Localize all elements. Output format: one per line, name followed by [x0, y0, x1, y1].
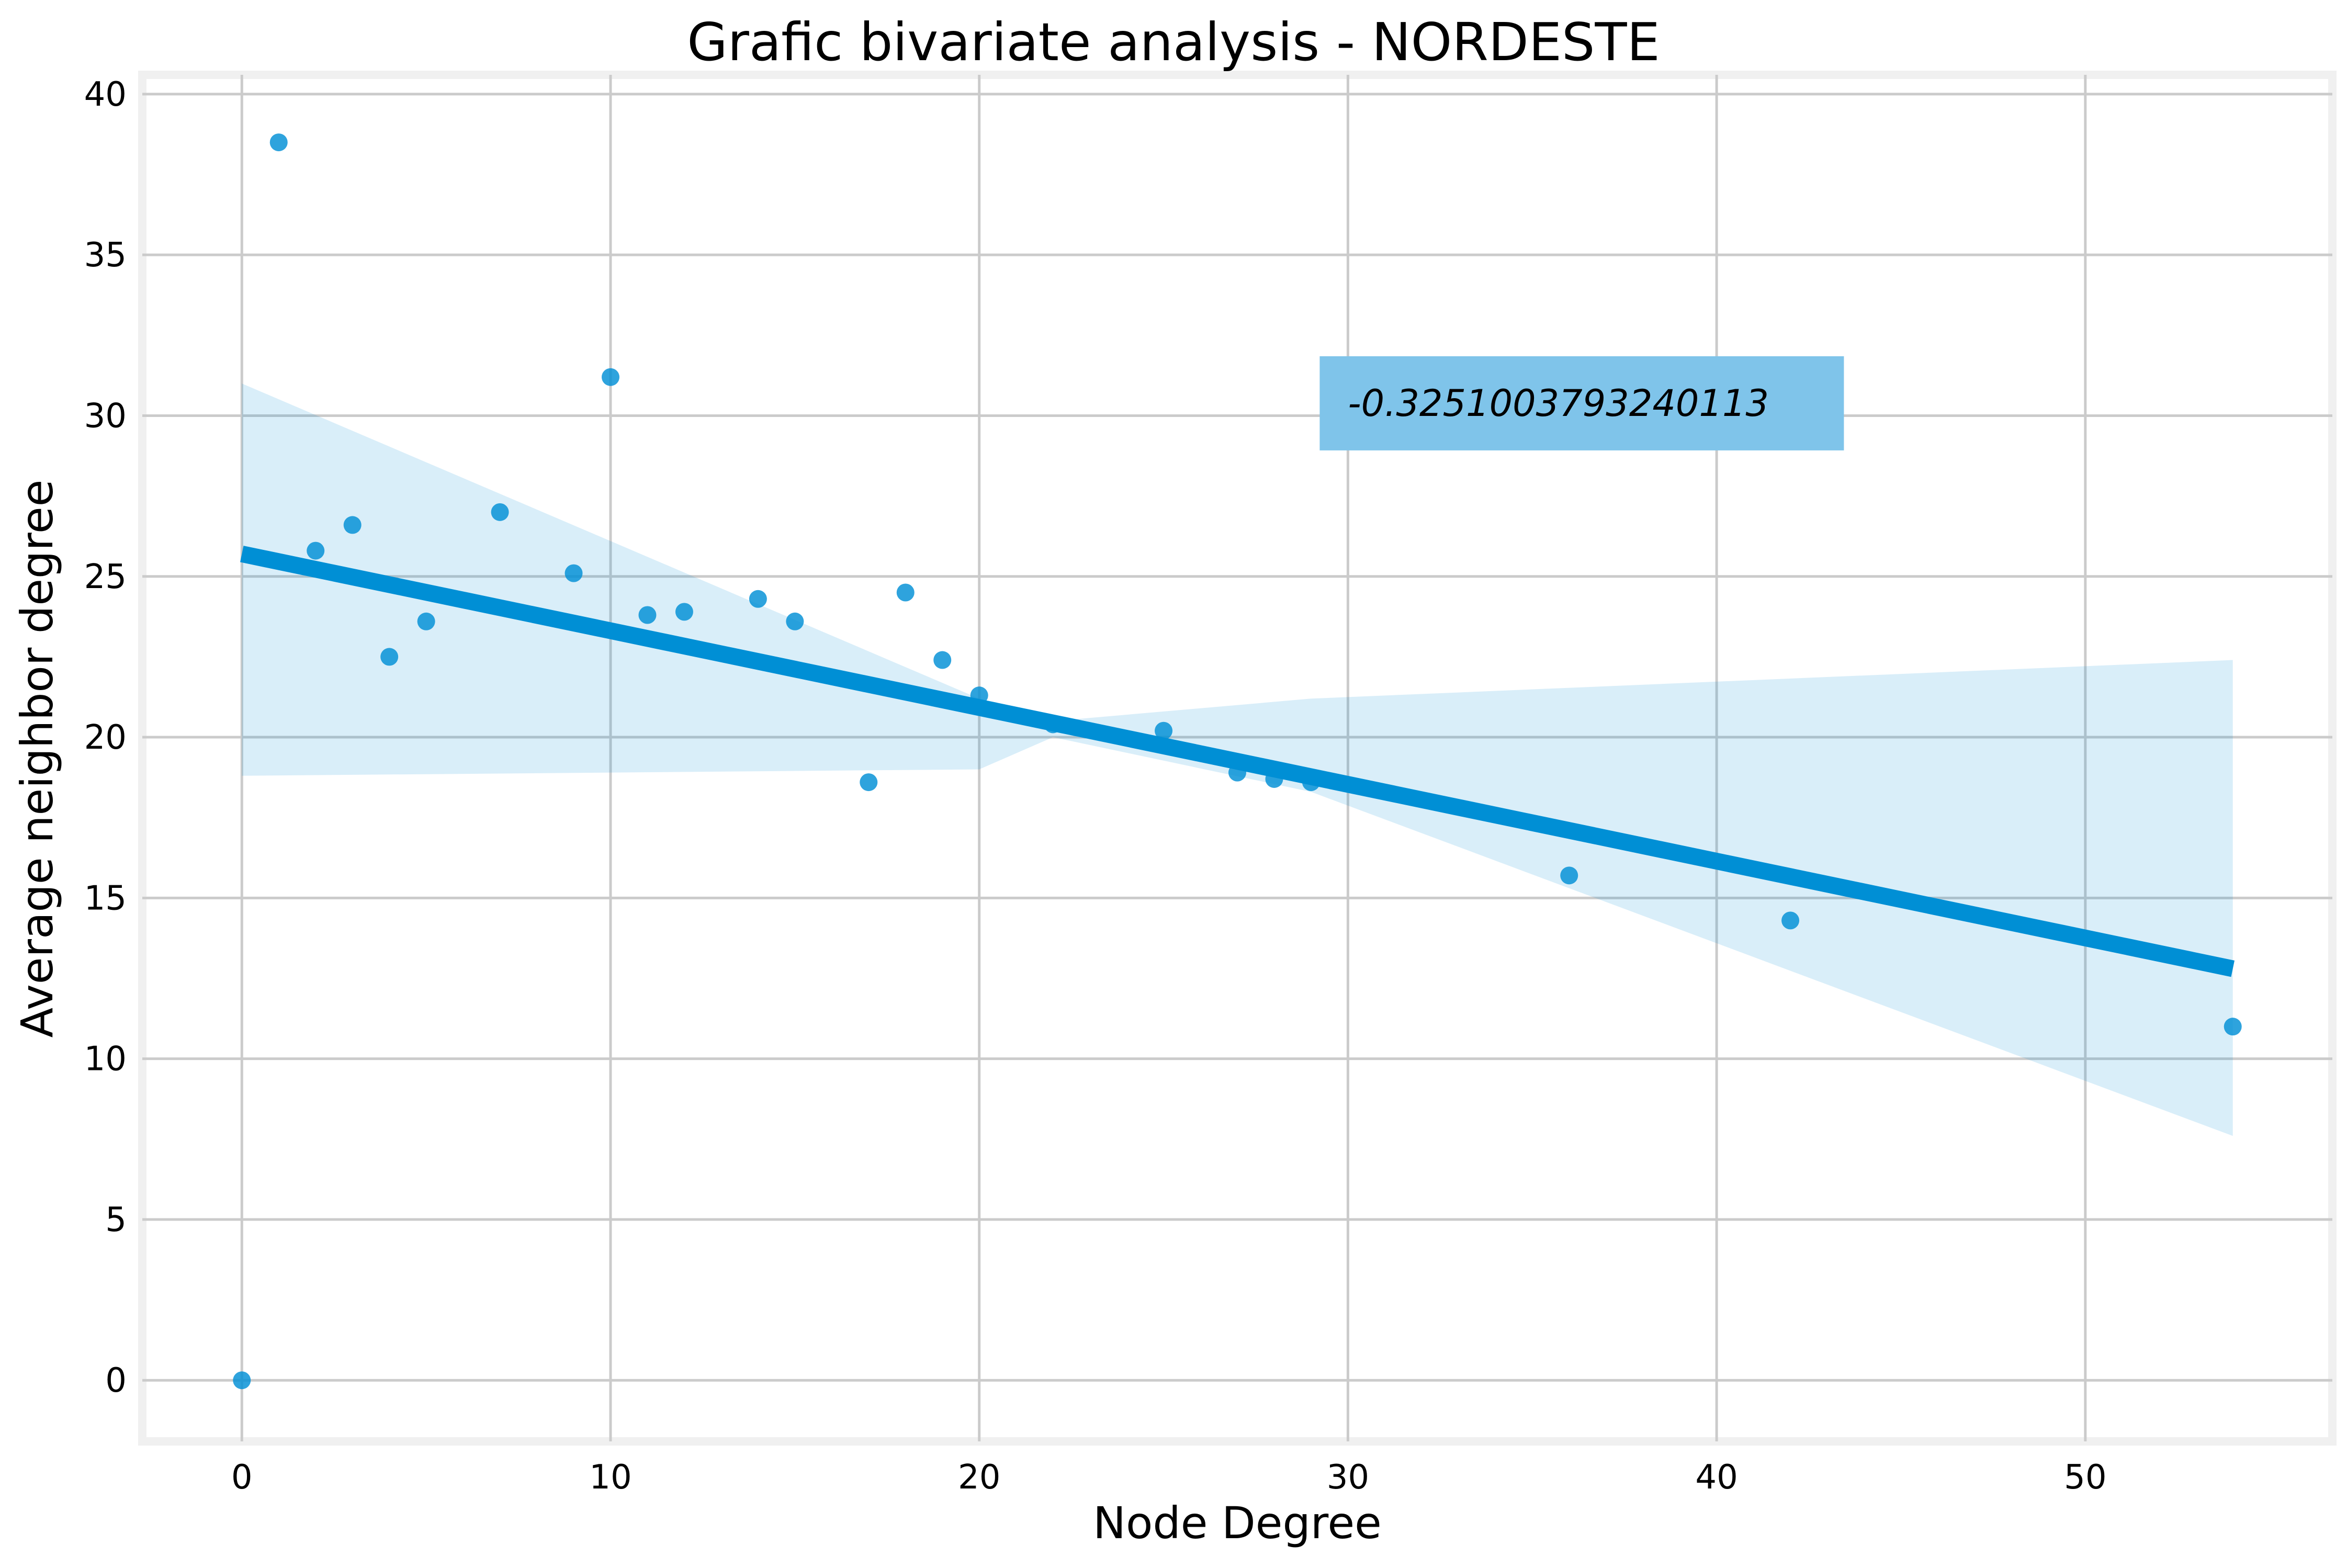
data-point [933, 651, 952, 669]
x-tick-label: 0 [231, 1458, 253, 1497]
y-tick-label: 30 [84, 397, 127, 435]
y-tick-label: 20 [84, 718, 127, 757]
data-point [1781, 911, 1800, 930]
y-tick-label: 5 [105, 1201, 127, 1239]
chart-title: Grafic bivariate analysis - NORDESTE [687, 12, 1660, 73]
data-point [860, 773, 878, 792]
y-tick-label: 15 [84, 879, 127, 918]
correlation-annotation: -0.3251003793240113 [1319, 356, 1844, 450]
annotation-text: -0.3251003793240113 [1348, 382, 1769, 425]
x-tick-label: 50 [2064, 1458, 2106, 1497]
data-point [675, 603, 693, 621]
data-point [565, 564, 583, 582]
annotation-box [1319, 356, 1844, 450]
data-point [896, 583, 915, 602]
data-point [233, 1371, 251, 1390]
data-point [749, 590, 767, 608]
data-point [307, 542, 325, 560]
grid-lines [142, 75, 2332, 1441]
data-point [601, 368, 619, 386]
x-tick-label: 30 [1327, 1458, 1369, 1497]
x-tick-label: 10 [589, 1458, 631, 1497]
tick-labels: 0 10 20 30 40 50 0 5 10 15 20 25 30 35 40 [84, 75, 2107, 1497]
y-tick-label: 25 [84, 558, 127, 596]
data-point [343, 516, 362, 534]
data-point [786, 612, 804, 630]
x-axis-title: Node Degree [1093, 1497, 1382, 1549]
regression-line [240, 546, 2235, 977]
x-tick-label: 40 [1695, 1458, 1737, 1497]
data-point [269, 133, 288, 152]
data-point [638, 606, 657, 624]
x-tick-label: 20 [958, 1458, 1000, 1497]
data-point [1560, 866, 1578, 885]
y-tick-label: 0 [105, 1361, 127, 1400]
data-point [380, 648, 399, 666]
y-tick-label: 40 [84, 75, 127, 114]
y-axis-title: Average neighbor degree [12, 480, 63, 1038]
data-point [2224, 1018, 2242, 1036]
y-tick-label: 10 [84, 1040, 127, 1079]
data-point [491, 503, 509, 521]
regression-layer [240, 546, 2235, 977]
data-points [233, 133, 2242, 1390]
data-point [1155, 721, 1173, 740]
y-tick-label: 35 [84, 236, 127, 275]
data-point [417, 612, 435, 630]
